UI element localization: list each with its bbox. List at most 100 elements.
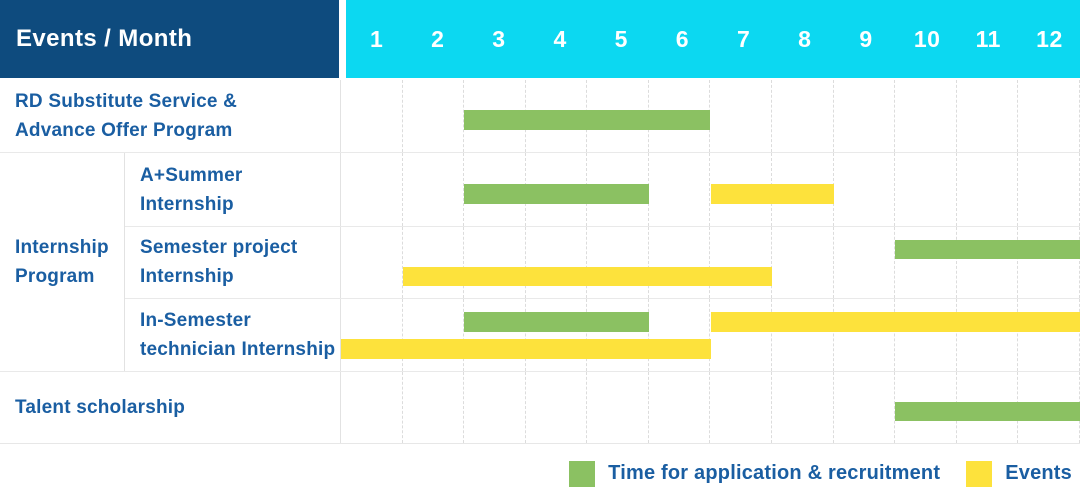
- grid-col-7: [710, 226, 773, 299]
- month-header-6: 6: [675, 25, 690, 52]
- month-header-11: 11: [975, 25, 1001, 52]
- grid-col-1: [341, 80, 403, 153]
- bar-application-m3-m5: [464, 312, 649, 332]
- month-header-1: 1: [369, 25, 384, 52]
- month-gridlines: [341, 80, 1080, 153]
- grid-col-11: [957, 299, 1019, 371]
- grid-col-4: [526, 371, 588, 443]
- grid-col-8: [772, 299, 834, 371]
- month-header-10: 10: [913, 25, 941, 52]
- month-header-cells: 1 2 3 4 5 6 7 8 9 10 11 12: [346, 0, 1080, 78]
- grid-col-3: [464, 299, 526, 371]
- month-header-12: 12: [1036, 25, 1063, 52]
- chart-area-rd-substitute-advance-offer: [340, 80, 1080, 153]
- bar-events-m7-m8: [710, 183, 834, 204]
- header-title: Events / Month: [16, 25, 193, 52]
- table-row-semester-project-internship: Semester project Internship: [125, 225, 1080, 299]
- chart-area-semester-project-internship: [340, 226, 1080, 299]
- header-divider: [339, 0, 346, 78]
- grid-col-8: [772, 80, 834, 153]
- grid-col-1: [341, 153, 403, 226]
- grid-col-2: [403, 299, 465, 371]
- grid-col-5: [587, 226, 649, 299]
- grid-col-9: [834, 80, 896, 153]
- table-row-talent-scholarship: Talent scholarship: [0, 370, 1080, 443]
- group-label-internship-program: Internship Program: [0, 153, 125, 371]
- chart-area-a-plus-summer-internship: [340, 153, 1080, 226]
- table-header-row: Events / Month 1 2 3 4 5 6 7 8 9 10 11 12: [0, 0, 1080, 78]
- table-row-in-semester-technician-internship: In-Semester technician Internship: [125, 298, 1080, 371]
- row-label-semester-project-internship: Semester project Internship: [140, 237, 298, 288]
- grid-col-1: [341, 299, 403, 371]
- grid-col-4: [526, 299, 588, 371]
- grid-col-6: [649, 226, 711, 299]
- grid-col-8: [772, 226, 834, 299]
- month-header-4: 4: [553, 25, 567, 52]
- grid-col-10: [895, 299, 957, 371]
- month-header-7: 7: [736, 25, 751, 52]
- grid-col-12: [1018, 80, 1080, 153]
- month-header-2: 2: [431, 25, 445, 52]
- grid-col-11: [957, 153, 1019, 226]
- row-label-talent-scholarship: Talent scholarship: [15, 396, 186, 418]
- grid-col-9: [834, 371, 896, 443]
- legend: Time for application & recruitment Event…: [0, 460, 1080, 487]
- grid-col-2: [403, 226, 465, 299]
- grid-col-9: [834, 153, 896, 226]
- grid-col-12: [1018, 226, 1080, 299]
- month-header-9: 9: [859, 25, 873, 52]
- bar-application-m10-m12: [895, 239, 1080, 260]
- grid-col-8: [772, 371, 834, 443]
- legend-application-swatch: [569, 460, 596, 487]
- grid-col-6: [649, 153, 711, 226]
- month-header-3: 3: [492, 25, 506, 52]
- grid-col-9: [834, 226, 896, 299]
- group-internship-program: Internship Program A+Summer Internship Sem…: [0, 152, 1080, 371]
- grid-col-12: [1018, 299, 1080, 371]
- grid-col-12: [1018, 153, 1080, 226]
- chart-area-in-semester-technician-internship: [340, 299, 1080, 371]
- grid-col-2: [403, 371, 465, 443]
- bar-application-m3-m5: [464, 183, 649, 204]
- month-gridlines: [341, 299, 1080, 371]
- grid-col-2: [403, 153, 465, 226]
- grid-col-10: [895, 153, 957, 226]
- legend-item-events: Events: [966, 460, 1072, 487]
- grid-col-5: [587, 371, 649, 443]
- grid-col-11: [957, 80, 1019, 153]
- bar-application-m10-m12: [895, 401, 1080, 422]
- bar-events-m1-m6: [341, 339, 711, 359]
- grid-col-10: [895, 226, 957, 299]
- group-sub-rows: A+Summer Internship Semester project Inte…: [125, 153, 1080, 371]
- row-label-in-semester-technician-internship: In-Semester technician Internship: [140, 309, 336, 360]
- grid-col-7: [710, 80, 773, 153]
- legend-events-label: Events: [1005, 462, 1072, 485]
- legend-application-label: Time for application & recruitment: [608, 462, 941, 485]
- grid-col-5: [587, 299, 649, 371]
- grid-col-1: [341, 371, 403, 443]
- grid-col-3: [464, 371, 526, 443]
- grid-col-1: [341, 226, 403, 299]
- bar-application-m3-m6: [464, 110, 711, 131]
- header-events-month-cell: Events / Month: [0, 0, 339, 78]
- bar-events-m2-m7: [402, 266, 773, 287]
- table-body: RD Substitute Service & Advance Offer Pr…: [0, 80, 1080, 444]
- grid-col-9: [834, 299, 896, 371]
- legend-item-application: Time for application & recruitment: [569, 460, 941, 487]
- row-label-rd-substitute-advance-offer: RD Substitute Service & Advance Offer Pr…: [15, 91, 238, 142]
- grid-col-7: [710, 371, 773, 443]
- grid-col-6: [649, 371, 711, 443]
- month-header-5: 5: [614, 25, 628, 52]
- grid-col-10: [895, 80, 957, 153]
- month-header-8: 8: [798, 25, 812, 52]
- grid-col-6: [649, 299, 711, 371]
- legend-events-swatch: [966, 460, 993, 487]
- chart-area-talent-scholarship: [340, 371, 1080, 443]
- table-row-a-plus-summer-internship: A+Summer Internship: [125, 153, 1080, 226]
- table-row-rd-substitute-advance-offer: RD Substitute Service & Advance Offer Pr…: [0, 80, 1080, 153]
- month-gridlines: [341, 226, 1080, 299]
- row-label-a-plus-summer-internship: A+Summer Internship: [140, 164, 243, 215]
- grid-col-3: [464, 226, 526, 299]
- grid-col-7: [710, 299, 773, 371]
